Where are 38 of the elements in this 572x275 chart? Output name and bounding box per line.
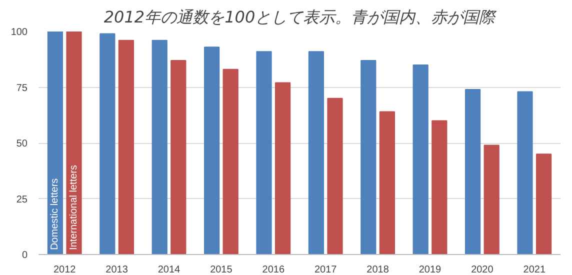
y-tick-label: 25 (16, 194, 28, 206)
x-tick-label: 2020 (471, 264, 494, 275)
bar (274, 82, 291, 254)
y-tick-label: 100 (10, 27, 28, 38)
bar (464, 88, 481, 254)
bar (152, 40, 168, 254)
y-tick-label: 75 (16, 82, 28, 94)
bar (308, 51, 324, 254)
x-tick-label: 2012 (53, 264, 76, 275)
series-label: International letters (68, 164, 80, 250)
bar (256, 51, 272, 254)
y-tick-label: 50 (16, 138, 28, 150)
bar (118, 40, 134, 254)
bar (204, 46, 220, 254)
bar (536, 154, 552, 254)
x-tick-label: 2015 (210, 264, 233, 275)
x-tick-label: 2019 (418, 264, 442, 275)
y-tick-label: 0 (22, 250, 28, 261)
bar (484, 144, 500, 254)
bar (517, 91, 533, 254)
bar (412, 64, 428, 254)
x-tick-label: 2018 (366, 264, 390, 275)
bar (100, 33, 116, 254)
chart-title: 2012年の通数を100として表示。青が国内、赤が国際 (104, 8, 498, 26)
x-tick-label: 2017 (314, 264, 338, 275)
bar (379, 111, 396, 254)
x-tick-label: 2014 (158, 264, 181, 275)
bar (170, 60, 186, 254)
bar (66, 32, 82, 254)
x-tick-label: 2021 (523, 264, 546, 275)
bar (360, 60, 376, 254)
x-tick-label: 2013 (106, 264, 128, 275)
x-tick-label: 2016 (262, 264, 285, 275)
bar (222, 68, 238, 254)
bar (47, 32, 64, 254)
series-label: Domestic letters (50, 178, 61, 250)
bar (327, 98, 343, 254)
bar (432, 120, 448, 254)
